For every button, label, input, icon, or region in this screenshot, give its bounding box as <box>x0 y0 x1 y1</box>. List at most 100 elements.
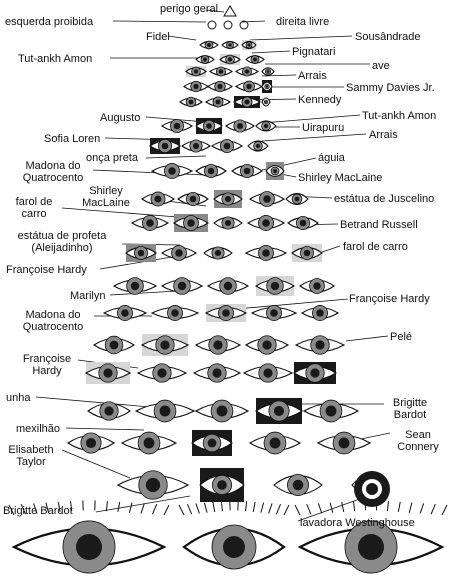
eye-image <box>195 118 223 134</box>
label-sofia-loren: Sofia Loren <box>44 133 101 145</box>
eye-image <box>84 362 132 384</box>
eye-image <box>235 66 259 77</box>
label-kennedy: Kennedy <box>298 94 342 106</box>
eye-image <box>244 335 290 355</box>
eye-image <box>234 80 264 93</box>
eye-image <box>254 276 296 296</box>
eye-image <box>195 163 227 178</box>
eye-image <box>92 335 136 355</box>
leader-line <box>167 35 197 41</box>
eye-image <box>241 40 257 50</box>
label-onca-preta: onça preta <box>86 152 138 164</box>
eye-image <box>261 80 273 93</box>
right-turn-sign-icon <box>239 20 249 30</box>
eye-image <box>116 470 190 500</box>
label-fidel: Fidel <box>146 31 170 43</box>
eye-image <box>194 399 250 423</box>
eye-image <box>299 278 335 294</box>
leader-line <box>61 449 131 479</box>
eye-image <box>150 305 200 321</box>
arrow-sign-icon <box>223 20 233 30</box>
eye-image <box>250 305 298 321</box>
label-betrand-russell: Betrand Russell <box>340 219 418 231</box>
label-elisabeth-taylor: Elisabeth Taylor <box>8 444 54 468</box>
label-farol-1: farol de carro <box>15 196 53 220</box>
label-shirley-2: Shirley MacLaine <box>82 185 130 209</box>
eye-image <box>261 97 271 107</box>
eye-image <box>294 500 448 574</box>
eye-image <box>219 54 241 65</box>
eye-image <box>255 120 277 132</box>
leader-line <box>251 50 291 54</box>
label-arrais-2: Arrais <box>369 129 398 141</box>
eye-image <box>102 305 148 321</box>
eye-image <box>294 335 346 355</box>
eye-image <box>160 277 204 295</box>
leader-line <box>61 207 179 218</box>
label-lavadora: lavadora Westinghouse <box>300 517 415 529</box>
eye-image <box>211 138 243 153</box>
eye-image <box>172 214 210 232</box>
label-francoise-2: Françoise Hardy <box>349 293 430 305</box>
leader-line <box>145 155 207 159</box>
label-marilyn: Marilyn <box>70 290 106 302</box>
eye-image <box>161 119 193 134</box>
eye-image <box>248 191 286 207</box>
warning-sign-icon <box>223 5 237 17</box>
eye-image <box>213 216 243 230</box>
eye-image <box>87 401 131 421</box>
eye-image <box>265 162 285 180</box>
eye-image <box>183 80 209 93</box>
eye-image <box>181 139 211 153</box>
eye-image <box>244 245 288 261</box>
eye-image <box>221 40 239 50</box>
eye-image <box>141 191 175 207</box>
eye-image <box>185 66 207 77</box>
eye-image <box>140 334 190 356</box>
eye-image <box>225 119 255 133</box>
eye-image <box>136 363 188 383</box>
label-francoise-3: Françoise Hardy <box>22 353 72 377</box>
label-mexilhao: mexilhão <box>16 423 61 435</box>
label-sean-connery: Sean Connery <box>397 429 439 453</box>
label-brigitte-2: Brigitte Bardot <box>3 505 73 517</box>
label-perigo-geral: perigo geral <box>160 3 219 15</box>
leader-line <box>99 255 179 270</box>
label-brigitte-1: Brigitte Bardot <box>392 397 428 421</box>
eye-image <box>302 399 360 423</box>
leader-line <box>205 9 225 13</box>
eye-image <box>207 80 233 93</box>
label-tut-ankh-amon-2: Tut-ankh Amon <box>362 110 437 122</box>
eye-image <box>246 215 286 231</box>
leader-line <box>249 35 353 41</box>
eye-image <box>316 431 372 455</box>
washing-machine-icon <box>354 471 390 507</box>
eye-image <box>254 398 304 424</box>
eye-image <box>199 468 245 502</box>
eye-image <box>8 500 170 574</box>
label-augusto: Augusto <box>100 112 141 124</box>
eye-image <box>203 246 233 260</box>
leader-line <box>261 133 367 142</box>
label-aguia: águia <box>318 152 345 164</box>
eye-image <box>242 363 294 383</box>
no-left-turn-sign-icon <box>207 20 217 30</box>
eye-image <box>232 96 262 108</box>
eye-image <box>273 474 323 496</box>
eye-image <box>160 245 198 261</box>
eye-image <box>66 432 116 454</box>
label-sousandrade: Sousândrade <box>355 31 421 43</box>
eye-image <box>149 138 181 154</box>
eye-image <box>291 244 323 262</box>
label-uirapuru: Uirapuru <box>302 122 345 134</box>
label-esquerda-proibida: esquerda proibida <box>5 16 94 28</box>
eye-image <box>285 192 309 206</box>
eye-image <box>209 66 233 77</box>
label-farol-2: farol de carro <box>343 241 408 253</box>
eye-image <box>192 363 242 383</box>
eye-image <box>130 215 170 231</box>
eye-image <box>178 500 290 570</box>
eye-image <box>150 163 194 179</box>
leader-line <box>65 427 145 431</box>
